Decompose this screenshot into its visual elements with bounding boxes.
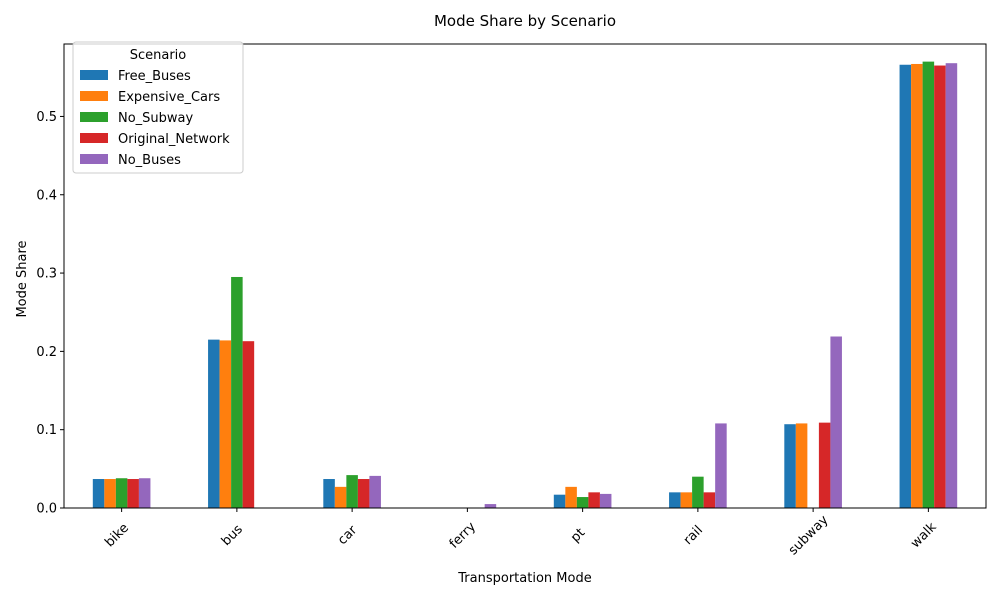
bar-no-buses-ferry [484, 504, 497, 508]
x-tick-label-ferry: ferry [447, 519, 480, 552]
bar-no-buses-walk [945, 63, 958, 508]
bar-expensive-cars-bike [104, 479, 116, 508]
x-tick-label-subway: subway [786, 512, 832, 558]
bar-no-buses-bike [138, 478, 151, 508]
bar-expensive-cars-rail [680, 492, 693, 508]
bar-expensive-cars-walk [911, 63, 923, 508]
legend: Scenario Free_Buses Expensive_Cars No_Subwa… [72, 41, 244, 174]
x-axis-title: Transportation Mode [457, 571, 591, 586]
chart-title: Mode Share by Scenario [434, 12, 616, 30]
legend-label-expensive-cars: Expensive_Cars [118, 90, 220, 105]
y-tick-label: 0.5 [36, 110, 57, 125]
y-tick-label: 0.2 [36, 345, 57, 360]
bar-expensive-cars-bus [219, 340, 232, 508]
bar-free-buses-pt [553, 494, 566, 508]
bar-free-buses-rail [669, 492, 681, 508]
x-tick-label-bus: bus [219, 522, 246, 549]
bar-free-buses-subway [784, 424, 796, 508]
bar-original-network-car [357, 479, 370, 508]
legend-swatch-expensive-cars [80, 91, 108, 101]
bar-original-network-pt [588, 492, 600, 508]
legend-swatch-free-buses [80, 70, 108, 80]
bar-no-buses-car [369, 475, 381, 508]
legend-swatch-no-subway [80, 112, 108, 122]
legend-label-free-buses: Free_Buses [118, 69, 191, 84]
bar-expensive-cars-subway [795, 423, 808, 508]
legend-swatch-no-buses [80, 154, 108, 164]
legend-swatch-original-network [80, 133, 108, 143]
bar-no-subway-pt [576, 497, 589, 508]
plot-frame [63, 43, 987, 509]
bar-free-buses-bike [92, 479, 105, 508]
bar-no-subway-bike [115, 478, 128, 508]
legend-title: Scenario [130, 48, 187, 63]
bar-original-network-subway [818, 422, 831, 508]
bar-free-buses-bus [208, 339, 220, 508]
legend-label-original-network: Original_Network [118, 132, 230, 147]
y-tick-label: 0.0 [36, 502, 57, 517]
bar-no-subway-rail [692, 476, 704, 508]
y-tick-label: 0.1 [36, 423, 57, 438]
bar-no-buses-rail [715, 423, 727, 508]
bar-free-buses-walk [899, 64, 912, 508]
bar-free-buses-car [323, 479, 335, 508]
bar-original-network-bike [127, 479, 139, 508]
bar-no-subway-car [346, 475, 358, 508]
y-tick-label: 0.4 [36, 188, 57, 203]
bars-layer [92, 61, 958, 509]
bar-expensive-cars-car [334, 486, 347, 508]
legend-box [72, 41, 244, 174]
x-tick-label-pt: pt [568, 525, 588, 545]
bar-original-network-walk [934, 65, 946, 508]
legend-label-no-subway: No_Subway [118, 111, 194, 126]
legend-label-no-buses: No_Buses [118, 153, 181, 168]
bar-no-subway-bus [231, 276, 243, 508]
bar-no-buses-subway [830, 336, 842, 508]
bar-original-network-rail [703, 492, 716, 508]
bar-expensive-cars-pt [565, 486, 577, 508]
x-tick-label-walk: walk [908, 519, 940, 551]
y-tick-label: 0.3 [36, 267, 57, 282]
bar-no-buses-pt [599, 493, 612, 508]
bar-original-network-bus [242, 341, 255, 508]
x-tick-label-bike: bike [102, 521, 132, 551]
x-tick-label-rail: rail [681, 523, 706, 548]
bar-no-subway-walk [922, 61, 935, 509]
x-tick-label-car: car [335, 523, 361, 549]
y-axis-title: Mode Share [15, 240, 30, 317]
